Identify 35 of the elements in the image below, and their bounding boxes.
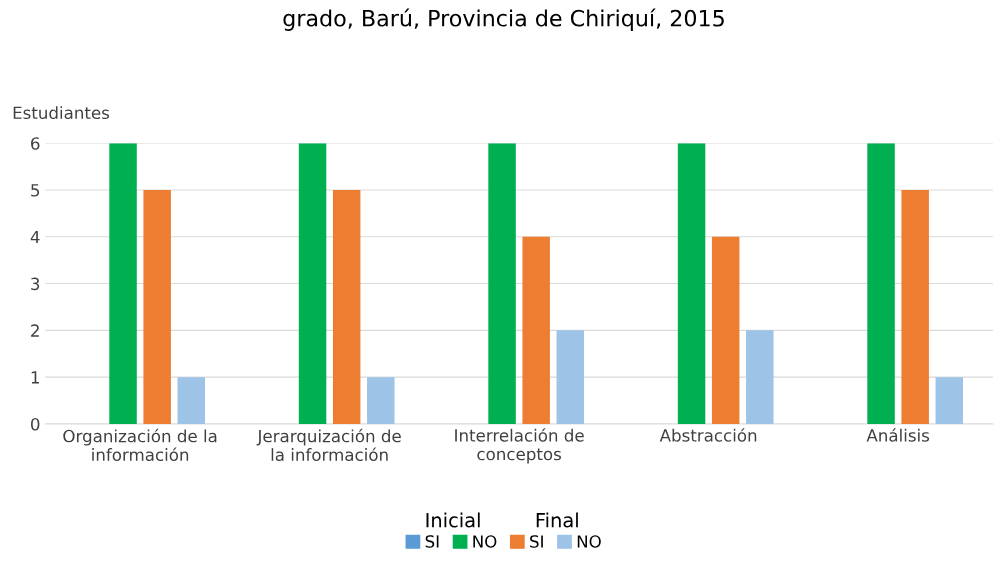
x-tick-label: Abstracción <box>659 428 757 442</box>
bar <box>177 377 206 424</box>
bar <box>143 189 171 424</box>
x-tick-label: Jerarquización de la información <box>256 428 401 462</box>
x-tick-label: Análisis <box>866 428 930 442</box>
chart-title: grado, Barú, Provincia de Chiriquí, 2015 <box>283 8 724 31</box>
bar <box>522 236 550 424</box>
bar <box>367 377 395 424</box>
y-tick-label: 4 <box>30 230 40 244</box>
y-axis-title: Estudiantes <box>13 106 110 120</box>
y-tick-label: 6 <box>31 137 40 150</box>
text: Final <box>536 512 578 528</box>
y-tick-label: 1 <box>31 371 39 384</box>
bar <box>867 143 895 424</box>
y-tick-label: 3 <box>31 277 40 291</box>
legend-label: SI <box>530 535 543 548</box>
text: Inicial <box>426 512 480 528</box>
y-tick-label: 2 <box>31 324 39 337</box>
bar <box>901 189 929 424</box>
bar <box>677 143 706 424</box>
bar <box>935 377 964 424</box>
x-tick-label: Interrelación de conceptos <box>455 428 584 464</box>
bar <box>488 143 516 424</box>
bar <box>556 330 585 424</box>
legend-label: NO <box>473 535 497 548</box>
x-tick-label: Organización de la información <box>63 428 217 462</box>
legend-label: NO <box>577 535 601 548</box>
y-tick-label: 0 <box>30 417 40 431</box>
bar <box>109 143 137 424</box>
bar <box>711 236 740 424</box>
legend-label: SI <box>425 535 439 548</box>
bar <box>298 143 327 424</box>
bar <box>332 189 361 424</box>
bar <box>746 330 774 424</box>
y-tick-label: 5 <box>31 184 40 197</box>
